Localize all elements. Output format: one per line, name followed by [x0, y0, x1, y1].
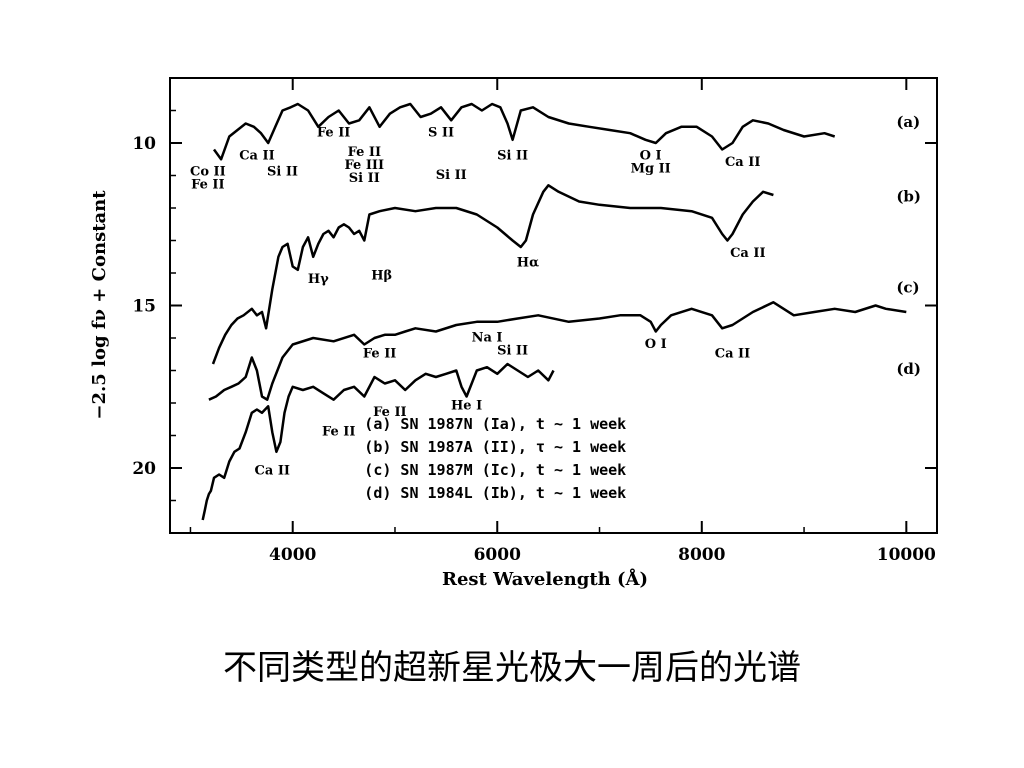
line-label: Fe II [363, 347, 396, 362]
line-label: Na I [472, 330, 503, 345]
supernova-spectra-chart: 4000 6000 8000 10000 10 15 20 (a) (b) (c) (d) Fe … [89, 77, 938, 590]
y-tick-label: 15 [132, 297, 156, 317]
legend-entry: (a) SN 1987N (Ia), t ~ 1 week [364, 415, 626, 433]
series-tag: (d) [896, 360, 921, 378]
line-label: Co II [190, 165, 226, 180]
x-axis-title: Rest Wavelength (Å) [442, 567, 648, 590]
legend: (a) SN 1987N (Ia), t ~ 1 week (b) SN 1987… [364, 415, 626, 502]
line-label: Fe II [191, 178, 224, 193]
line-label: Si II [497, 343, 528, 358]
series-tag: (a) [896, 113, 920, 131]
line-label: Fe II [317, 126, 350, 141]
line-label: Hγ [308, 272, 329, 287]
series-line [201, 362, 555, 521]
line-label: O I [645, 337, 667, 352]
y-axis-title: −2.5 log fν + Constant [89, 190, 110, 420]
y-tick-label: 20 [132, 459, 156, 479]
line-label: Ca II [239, 148, 274, 163]
series-line [211, 184, 774, 365]
line-label: Hβ [371, 269, 392, 284]
series-tag: (c) [896, 279, 919, 297]
line-label: Ca II [730, 246, 765, 261]
x-tick-label: 8000 [678, 545, 725, 565]
line-label: Ca II [255, 464, 290, 479]
series-line [212, 102, 836, 161]
legend-entry: (c) SN 1987M (Ic), t ~ 1 week [364, 461, 626, 479]
line-label: Fe II [322, 425, 355, 440]
line-label: Fe III [345, 158, 385, 173]
figure-caption: 不同类型的超新星光极大一周后的光谱 [223, 648, 801, 688]
spectra-lines: (a) (b) (c) (d) [201, 102, 921, 521]
line-label: Si II [497, 148, 528, 163]
line-label: Si II [436, 168, 467, 183]
line-label: O I [640, 148, 662, 163]
line-label: Hα [517, 256, 539, 271]
line-label: Ca II [715, 347, 750, 362]
line-label: Mg II [631, 161, 671, 176]
y-tick-label: 10 [132, 134, 156, 154]
line-label: Si II [349, 171, 380, 186]
x-tick-label: 4000 [269, 545, 316, 565]
x-tick-label: 10000 [877, 545, 936, 565]
x-tick-label: 6000 [474, 545, 521, 565]
line-label: Fe II [348, 145, 381, 160]
line-label: Si II [267, 165, 298, 180]
line-label: Fe II [373, 405, 406, 420]
line-label: S II [428, 126, 454, 141]
legend-entry: (d) SN 1984L (Ib), t ~ 1 week [364, 484, 626, 502]
series-tag: (b) [896, 188, 921, 206]
legend-entry: (b) SN 1987A (II), τ ~ 1 week [364, 438, 626, 456]
line-label: He I [451, 399, 482, 414]
line-label: Ca II [725, 155, 760, 170]
axis-ticks: 4000 6000 8000 10000 10 15 20 [132, 78, 937, 565]
series-line [208, 301, 907, 401]
